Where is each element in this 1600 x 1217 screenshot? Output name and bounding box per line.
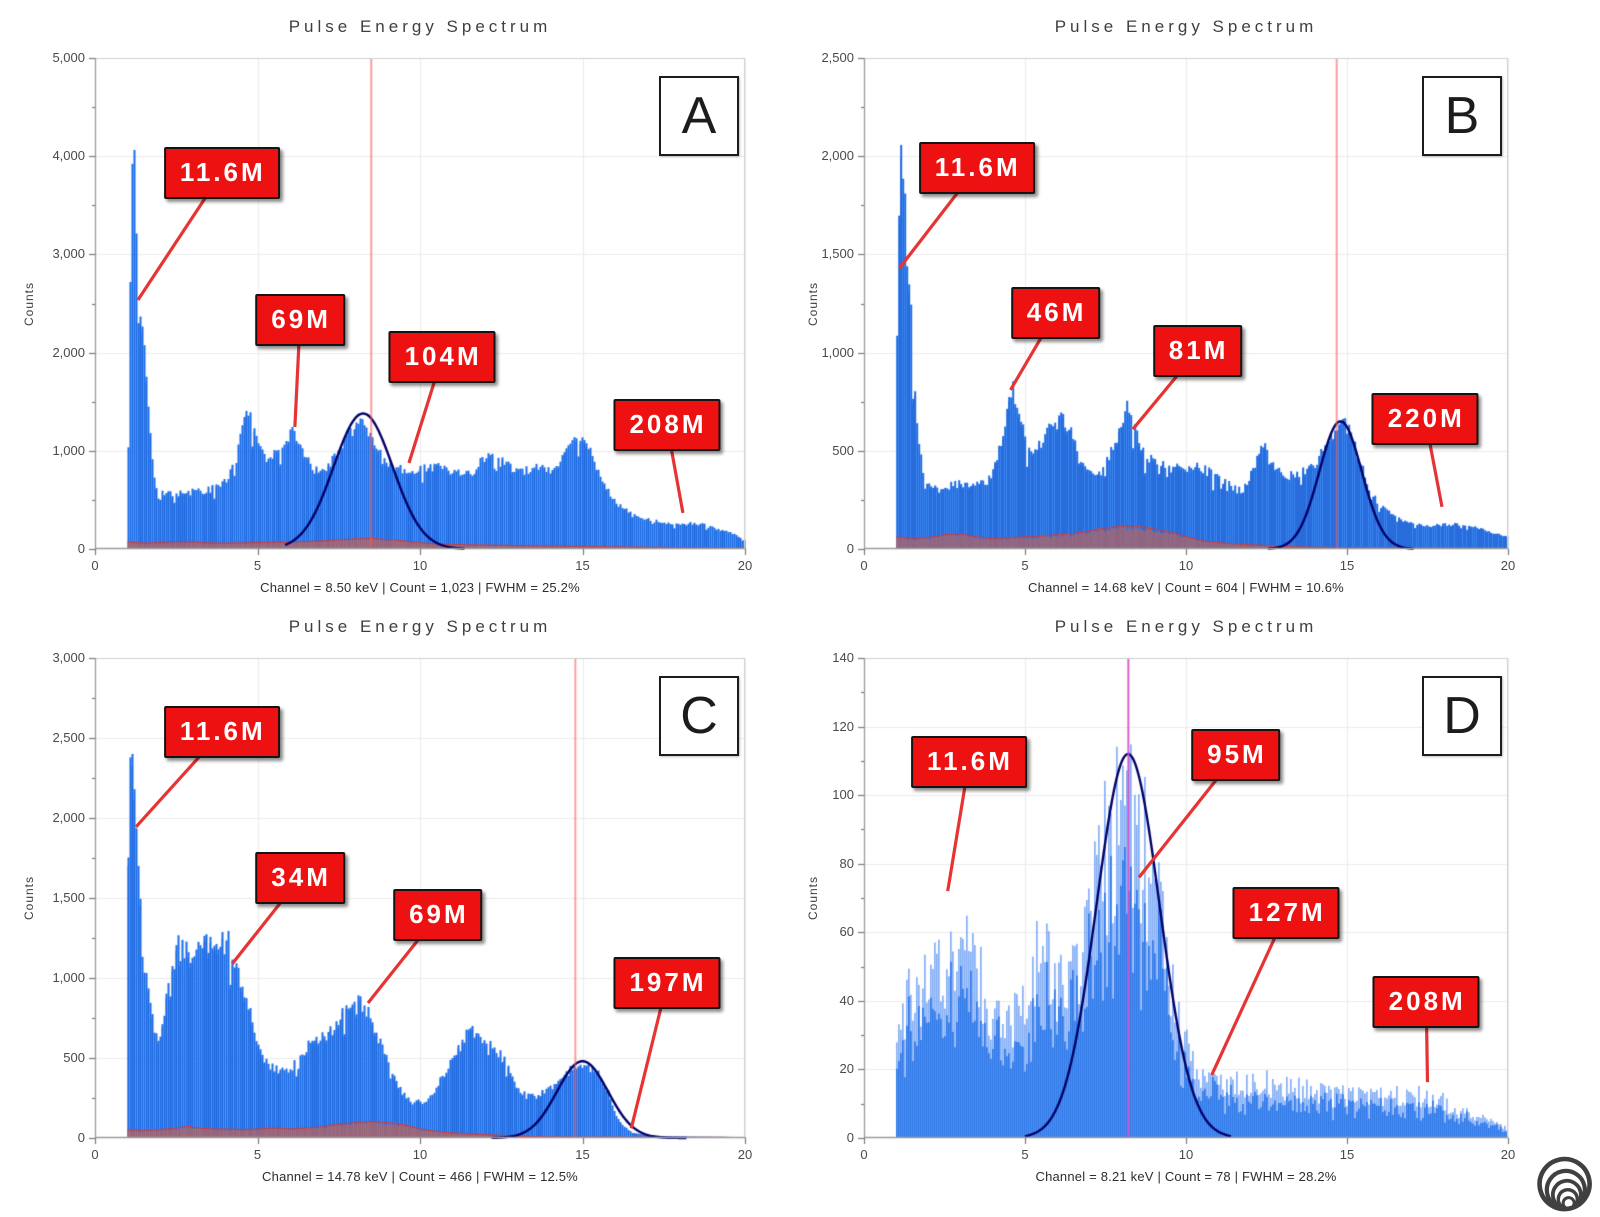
x-tick-label: 10 — [1178, 1147, 1194, 1162]
panel-letter-badge: A — [659, 76, 739, 156]
x-tick-label: 15 — [1339, 558, 1355, 573]
y-tick-label: 0 — [77, 1130, 85, 1145]
y-tick-label: 0 — [846, 1130, 854, 1145]
y-tick-label: 40 — [839, 992, 854, 1008]
chart-title: Pulse Energy Spectrum — [1054, 617, 1318, 636]
y-tick-label: 120 — [832, 718, 854, 734]
annotation-callout: 127M — [1232, 887, 1340, 940]
y-tick-label: 5,000 — [52, 50, 85, 65]
x-tick-label: 10 — [1178, 558, 1194, 573]
chart-title: Pulse Energy Spectrum — [288, 617, 552, 636]
y-axis-label-wrap: Counts — [20, 58, 38, 549]
annotation-callout: 81M — [1152, 325, 1243, 378]
x-tick-label: 10 — [412, 1147, 428, 1162]
y-tick-label: 2,000 — [52, 344, 85, 360]
y-tick-label: 2,500 — [52, 730, 85, 745]
x-tick-label: 5 — [253, 1147, 262, 1162]
x-tick-label: 10 — [412, 558, 428, 573]
cursor-status-readout: Channel = 14.78 keV | Count = 466 | FWHM… — [262, 1169, 578, 1184]
y-tick-label: 100 — [832, 787, 854, 803]
annotation-callout: 11.6M — [163, 146, 280, 199]
annotation-callout: 69M — [393, 888, 483, 941]
x-tick-label: 15 — [575, 1147, 590, 1162]
chart-panel-b: Pulse Energy Spectrum Counts B Channel =… — [800, 0, 1600, 617]
x-tick-label: 20 — [1500, 1147, 1516, 1162]
panel-letter-badge: B — [1422, 76, 1502, 156]
y-tick-label: 1,000 — [52, 970, 85, 985]
chart-panel-c: Pulse Energy Spectrum Counts C Channel =… — [0, 600, 800, 1217]
y-tick-label: 0 — [77, 541, 85, 556]
annotation-callout: 11.6M — [918, 141, 1035, 194]
x-tick-label: 5 — [253, 558, 262, 573]
x-tick-label: 0 — [91, 1147, 99, 1162]
annotation-callout: 208M — [613, 398, 721, 451]
annotation-callout: 46M — [1010, 286, 1101, 339]
y-tick-label: 1,500 — [821, 246, 854, 262]
y-tick-label: 1,000 — [52, 442, 85, 458]
annotation-callout: 220M — [1371, 392, 1479, 445]
cursor-status-readout: Channel = 14.68 keV | Count = 604 | FWHM… — [1028, 580, 1344, 595]
cursor-status-readout: Channel = 8.21 keV | Count = 78 | FWHM =… — [1035, 1169, 1337, 1184]
y-axis-label: Counts — [806, 875, 820, 921]
cursor-status-readout: Channel = 8.50 keV | Count = 1,023 | FWH… — [260, 580, 580, 595]
chart-title: Pulse Energy Spectrum — [288, 17, 552, 36]
panel-letter-badge: D — [1422, 676, 1502, 756]
x-tick-label: 20 — [737, 558, 753, 573]
y-tick-label: 1,000 — [821, 344, 854, 360]
chart-panel-a: Pulse Energy Spectrum Counts A Channel =… — [0, 0, 800, 617]
y-tick-label: 2,000 — [821, 148, 854, 164]
y-tick-label: 20 — [839, 1061, 854, 1077]
y-tick-label: 4,000 — [52, 148, 85, 164]
x-tick-label: 5 — [1021, 1147, 1029, 1162]
x-tick-label: 0 — [860, 1147, 868, 1162]
annotation-callout: 197M — [613, 956, 721, 1009]
annotation-callout: 11.6M — [163, 705, 280, 758]
chart-title: Pulse Energy Spectrum — [1054, 17, 1318, 36]
y-tick-label: 2,500 — [821, 50, 854, 65]
x-tick-label: 15 — [1339, 1147, 1355, 1162]
y-tick-label: 80 — [839, 855, 854, 871]
chart-panel-d: Pulse Energy Spectrum Counts D Channel =… — [800, 600, 1600, 1217]
annotation-callout: 95M — [1191, 729, 1281, 782]
annotation-callout: 11.6M — [911, 735, 1027, 788]
y-tick-label: 3,000 — [52, 650, 85, 665]
x-tick-label: 20 — [1500, 558, 1516, 573]
y-tick-label: 500 — [63, 1050, 85, 1065]
y-tick-label: 0 — [846, 541, 854, 556]
x-tick-label: 0 — [860, 558, 868, 573]
annotation-callout: 69M — [255, 293, 345, 346]
y-axis-label: Counts — [806, 281, 820, 326]
panel-letter-badge: C — [659, 676, 739, 756]
y-tick-label: 500 — [832, 442, 854, 458]
y-tick-label: 140 — [832, 650, 854, 665]
y-tick-label: 60 — [839, 924, 854, 940]
x-tick-label: 20 — [737, 1147, 753, 1162]
y-tick-label: 2,000 — [52, 810, 85, 825]
x-tick-label: 0 — [91, 558, 99, 573]
x-tick-label: 5 — [1021, 558, 1029, 573]
y-axis-label: Counts — [22, 281, 36, 326]
concentric-circles-logo — [1537, 1156, 1592, 1212]
annotation-callout: 208M — [1372, 975, 1480, 1028]
y-tick-label: 3,000 — [52, 246, 85, 262]
annotation-callout: 104M — [388, 331, 496, 384]
annotation-callout: 34M — [255, 852, 345, 904]
x-tick-label: 15 — [575, 558, 590, 573]
y-tick-label: 1,500 — [52, 890, 85, 905]
y-axis-label-wrap: Counts — [804, 58, 822, 549]
